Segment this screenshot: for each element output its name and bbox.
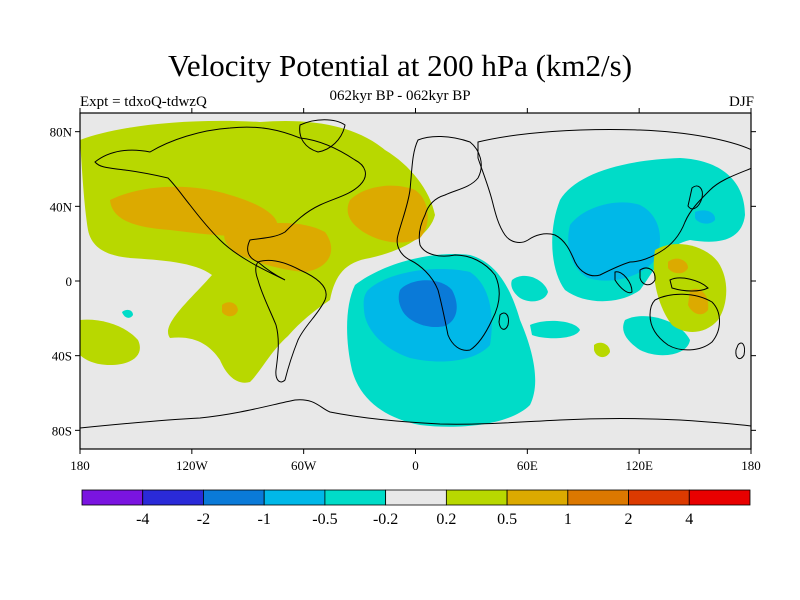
coastline-asia bbox=[477, 129, 751, 277]
colorbar-box-2 bbox=[203, 489, 265, 506]
lon-tick-label-3: 0 bbox=[412, 458, 419, 473]
coastline-madagascar bbox=[498, 312, 509, 330]
colorbar-label-4: -0.2 bbox=[373, 511, 398, 528]
positive-orange-caribbean bbox=[224, 222, 332, 272]
colorbar-label-0: -4 bbox=[136, 511, 149, 528]
lat-tick-label-3: 40S bbox=[52, 349, 72, 364]
coastline-new-zealand bbox=[735, 342, 745, 360]
coastline-australia bbox=[649, 293, 720, 351]
coastline-new-guinea bbox=[669, 277, 709, 292]
contour-fills bbox=[80, 120, 745, 427]
coastline-south-america bbox=[255, 259, 327, 383]
lon-tick-label-0: 180 bbox=[70, 458, 90, 473]
lat-tick-label-4: 80S bbox=[52, 423, 72, 438]
lat-tick-label-2: 0 bbox=[66, 274, 73, 289]
coastline-antarctica bbox=[80, 399, 751, 429]
colorbar-box-4 bbox=[324, 489, 387, 506]
colorbar: -4 -2 -1 -0.5 -0.2 0.2 0.5 1 2 4 bbox=[81, 489, 751, 528]
lon-tick-label-5: 120E bbox=[625, 458, 653, 473]
colorbar-box-3 bbox=[263, 489, 326, 506]
colorbar-label-1: -2 bbox=[197, 511, 210, 528]
lon-tick-label-1: 120W bbox=[176, 458, 209, 473]
coastlines bbox=[80, 119, 751, 429]
colorbar-box-7 bbox=[506, 489, 569, 506]
coastline-japan bbox=[687, 185, 703, 210]
season-label: DJF bbox=[728, 94, 754, 110]
coastline-borneo bbox=[639, 267, 656, 286]
colorbar-label-6: 0.5 bbox=[497, 511, 517, 528]
colorbar-label-8: 2 bbox=[625, 511, 633, 528]
lat-tick-label-0: 80N bbox=[50, 125, 73, 140]
colorbar-box-6 bbox=[445, 489, 508, 506]
positive-orange-new-guinea bbox=[668, 258, 688, 274]
lon-tick-label-4: 60E bbox=[517, 458, 538, 473]
colorbar-box-1 bbox=[142, 489, 204, 506]
latitude-ticks: 80N 40N 0 40S 80S bbox=[50, 125, 756, 438]
experiment-label: Expt = tdxoQ-tdwzQ bbox=[80, 94, 207, 110]
positive-orange-small bbox=[222, 302, 238, 317]
negative-patch-east-africa bbox=[511, 275, 548, 302]
colorbar-box-9 bbox=[628, 489, 690, 506]
lat-tick-label-1: 40N bbox=[50, 199, 73, 214]
positive-patch-south-indian bbox=[594, 342, 610, 358]
colorbar-box-8 bbox=[567, 489, 629, 506]
negative-patch-indian bbox=[530, 320, 580, 339]
negative-region-core bbox=[398, 280, 457, 328]
colorbar-box-10 bbox=[688, 489, 751, 506]
colorbar-label-2: -1 bbox=[258, 511, 271, 528]
positive-orange-pacific bbox=[110, 186, 278, 237]
coastline-greenland bbox=[299, 119, 346, 153]
lon-tick-label-6: 180 bbox=[741, 458, 761, 473]
colorbar-box-0 bbox=[81, 489, 144, 506]
plot-title: Velocity Potential at 200 hPa (km2/s) bbox=[167, 48, 633, 83]
colorbar-label-3: -0.5 bbox=[312, 511, 337, 528]
negative-patch-pacific-west bbox=[122, 309, 133, 318]
negative-region-pacific-small bbox=[695, 210, 716, 224]
longitude-ticks: 180 120W 60W 0 60E 120E 180 bbox=[70, 108, 761, 473]
colorbar-label-9: 4 bbox=[685, 511, 693, 528]
colorbar-label-7: 1 bbox=[564, 511, 572, 528]
coastline-north-america bbox=[94, 126, 366, 281]
lon-tick-label-2: 60W bbox=[291, 458, 317, 473]
colorbar-label-5: 0.2 bbox=[436, 511, 456, 528]
colorbar-box-5 bbox=[385, 489, 447, 506]
positive-region-south-pacific bbox=[80, 319, 140, 365]
plot-subtitle: 062kyr BP - 062kyr BP bbox=[329, 88, 471, 104]
coastline-europe-africa bbox=[396, 136, 500, 351]
coastline-sumatra bbox=[614, 271, 633, 294]
